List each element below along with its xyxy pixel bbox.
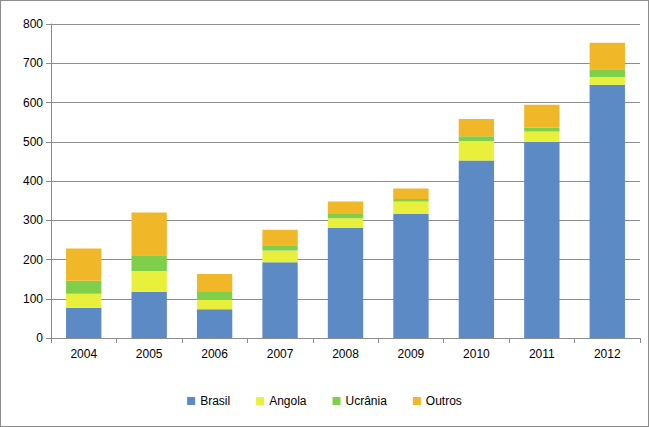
svg-text:200: 200 [23,253,43,267]
svg-text:2004: 2004 [70,347,97,361]
svg-text:2008: 2008 [332,347,359,361]
svg-text:600: 600 [23,96,43,110]
svg-text:2009: 2009 [398,347,425,361]
svg-text:Outros: Outros [426,394,462,408]
svg-text:500: 500 [23,135,43,149]
svg-text:2005: 2005 [136,347,163,361]
svg-text:2010: 2010 [463,347,490,361]
svg-text:2006: 2006 [201,347,228,361]
svg-text:Ucrânia: Ucrânia [346,394,388,408]
svg-text:2011: 2011 [529,347,555,361]
svg-text:Brasil: Brasil [200,394,230,408]
svg-text:2012: 2012 [594,347,621,361]
svg-text:100: 100 [23,292,43,306]
svg-text:800: 800 [23,17,43,31]
svg-text:700: 700 [23,56,43,70]
svg-text:Angola: Angola [269,394,307,408]
svg-text:400: 400 [23,174,43,188]
svg-text:2007: 2007 [267,347,294,361]
svg-text:0: 0 [36,331,43,345]
svg-text:300: 300 [23,213,43,227]
